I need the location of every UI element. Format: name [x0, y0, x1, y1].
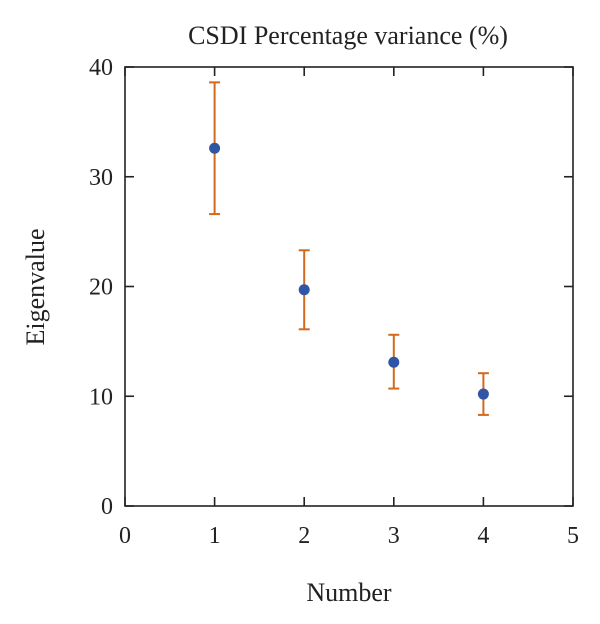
- x-tick-label: 5: [567, 523, 579, 549]
- y-tick-label: 0: [101, 494, 113, 520]
- plot-area: 0 10 20 30 40 0 1 2 3 4 5: [89, 55, 579, 549]
- x-tick-label: 3: [388, 523, 400, 549]
- series-layer: [209, 81, 489, 416]
- y-tick-label: 40: [89, 55, 113, 81]
- x-tick-label: 2: [298, 523, 310, 549]
- x-axis-label: Number: [306, 578, 392, 607]
- data-point: [477, 388, 489, 400]
- data-point: [298, 284, 310, 296]
- x-axis: 0 1 2 3 4 5: [119, 67, 579, 549]
- data-point: [388, 356, 400, 368]
- y-tick-label: 30: [89, 165, 113, 191]
- y-axis: 0 10 20 30 40: [89, 55, 573, 520]
- plot-frame: [124, 66, 574, 507]
- x-tick-label: 4: [477, 523, 489, 549]
- chart-title: CSDI Percentage variance (%): [188, 21, 508, 50]
- y-tick-label: 20: [89, 275, 113, 301]
- data-point: [209, 142, 221, 154]
- x-tick-label: 1: [209, 523, 221, 549]
- y-tick-label: 10: [89, 384, 113, 410]
- y-axis-label: Eigenvalue: [21, 229, 50, 346]
- x-tick-label: 0: [119, 523, 131, 549]
